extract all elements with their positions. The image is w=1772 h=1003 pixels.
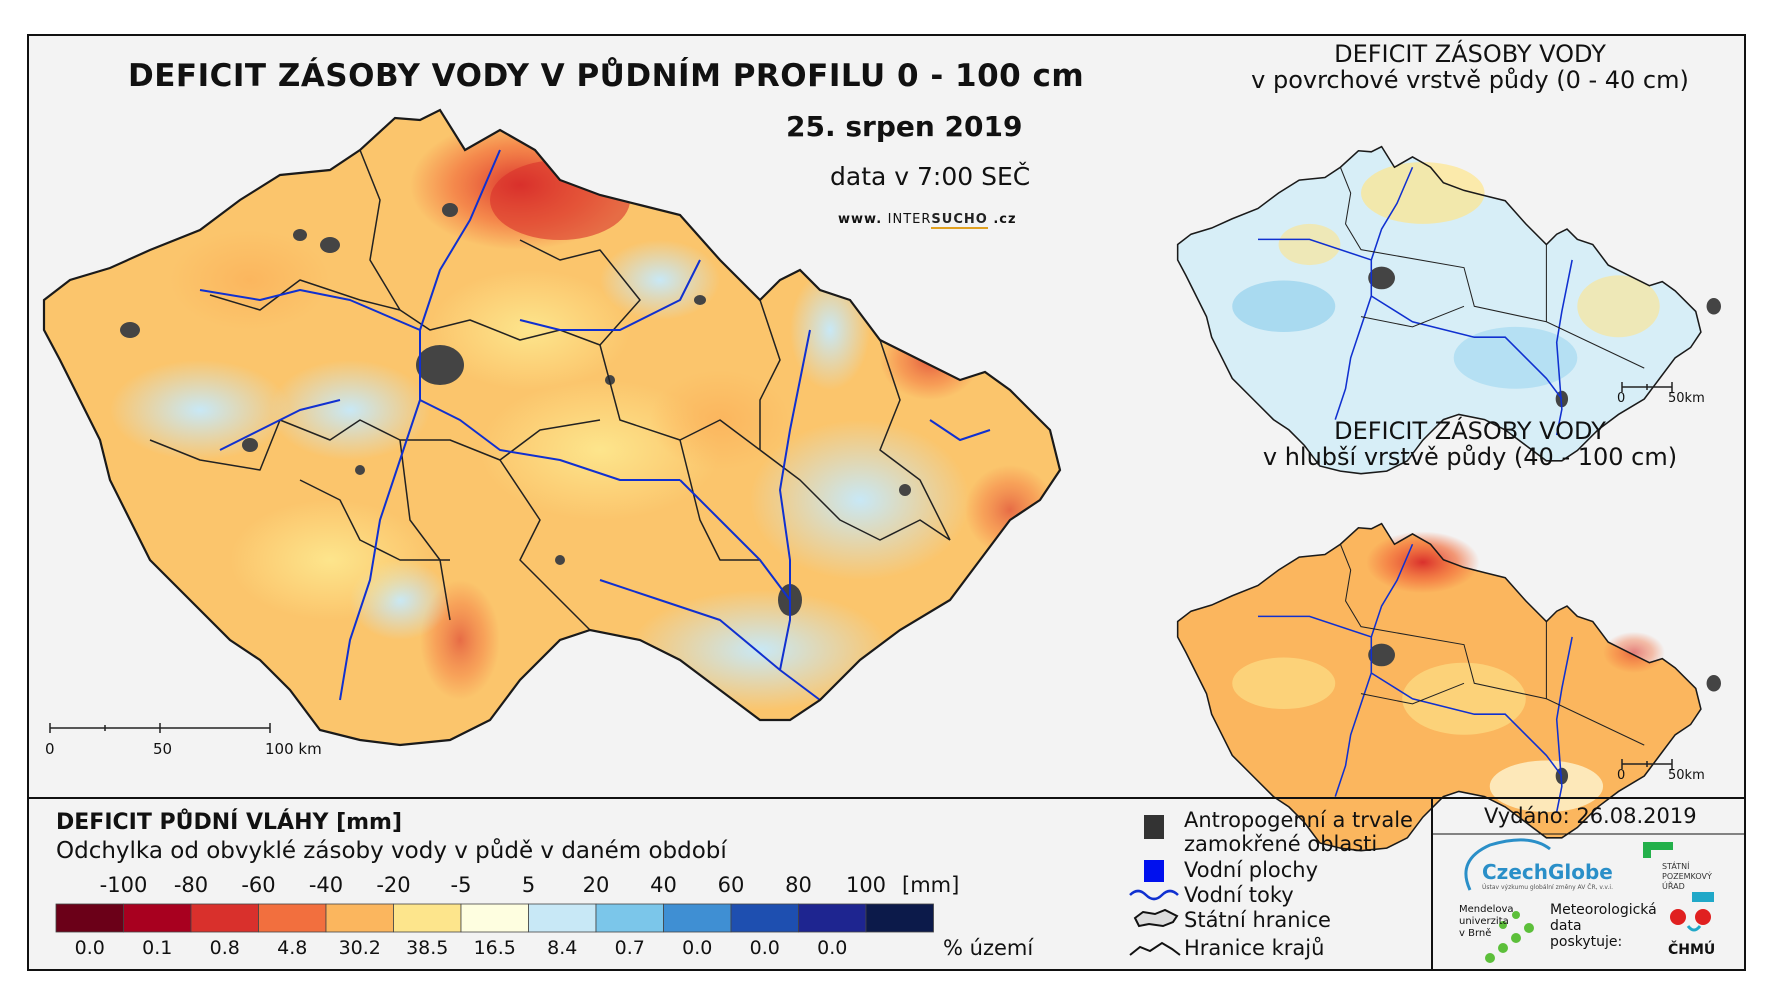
legend-threshold-6: 5 [521,873,536,897]
map-title: DEFICIT ZÁSOBY VODY V PŮDNÍM PROFILU 0 -… [128,58,1085,94]
spu-logo-mark [1643,842,1673,858]
map-date: 25. srpen 2019 [786,110,1023,143]
website-suffix: .cz [993,212,1017,227]
inset-top-scale-bar [1621,382,1673,392]
legend-swatch-1 [123,903,192,933]
legend-swatch-12 [865,903,934,933]
legend-threshold-0: -100 [99,873,148,897]
main-scale-bar [49,723,271,733]
inset-top-title-1: DEFICIT ZÁSOBY VODY [1334,40,1606,68]
inset-bottom-title-2: v hlubší vrstvě půdy (40 - 100 cm) [1262,443,1678,471]
inset-top-scale-0: 0 [1617,391,1626,406]
inset-top-title-2: v povrchové vrstvě půdy (0 - 40 cm) [1251,66,1689,94]
inset-bottom-scale-0: 0 [1617,768,1626,783]
mendel-logo-dots [1485,911,1534,963]
website-link[interactable]: www. INTERSUCHO .cz [838,212,1017,229]
legend-threshold-10: 80 [785,873,812,897]
legend-percent-11: 0.0 [817,937,848,959]
legend-unit: [mm] [902,873,960,897]
region-border-label: Hranice krajů [1184,936,1325,960]
state-border-label: Státní hranice [1184,908,1331,932]
main-map [42,108,1062,747]
legend-subheading: Odchylka od obvyklé zásoby vody v půdě v… [56,838,727,864]
legend-percent-unit: % území [943,936,1034,960]
legend-color-bar [55,903,934,933]
legend-threshold-7: 20 [582,873,610,897]
legend-swatch-10 [730,903,799,933]
legend-threshold-2: -60 [241,873,276,897]
legend-percent-7: 8.4 [547,937,578,959]
legend-percent-3: 4.8 [277,937,308,959]
legend-threshold-4: -20 [376,873,411,897]
mendel-logo-line2: univerzita [1459,916,1509,927]
inset-top-map [1176,145,1721,475]
meteo-line1: Meteorologická [1550,902,1657,918]
legend-swatch-0 [55,903,124,933]
issued-date: Vydáno: 26.08.2019 [1484,804,1697,828]
inset-bottom-scale-bar [1621,759,1673,769]
legend-percent-4: 30.2 [338,937,381,959]
legend-threshold-9: 60 [717,873,745,897]
legend-threshold-3: -40 [308,873,344,897]
urban-area-swatch [1144,815,1164,839]
spu-logo-line3: ÚŘAD [1662,882,1685,891]
main-scale-label-50: 50 [153,740,173,758]
chmu-logo-mark [1670,892,1714,932]
meteo-line2: data [1550,918,1582,934]
legend-heading: DEFICIT PŮDNÍ VLÁHY [mm] [56,810,403,835]
spu-logo-line1: STÁTNÍ [1662,862,1690,871]
legend-percent-5: 38.5 [406,937,449,959]
legend-swatch-4 [325,903,394,933]
border-symbol [1133,908,1179,928]
legend-swatch-6 [460,903,529,933]
chmu-logo-text: ČHMÚ [1668,942,1716,958]
main-scale-label-0: 0 [45,740,55,758]
website-prefix: www. [838,212,883,227]
czechglobe-logo-subtext: Ústav výzkumu globální změny AV ČR, v.v.… [1482,884,1613,891]
mendel-logo-line3: v Brně [1459,928,1492,939]
inset-bottom-scale-50: 50km [1668,768,1705,783]
urban-label-2: zamokřené oblasti [1184,832,1378,856]
data-time-note: data v 7:00 SEČ [830,162,1031,191]
mendel-logo-line1: Mendelova [1459,904,1514,915]
river-symbol [1129,889,1179,901]
legend-threshold-8: 40 [650,873,677,897]
legend-swatch-7 [528,903,597,933]
meteo-line3: poskytuje: [1550,934,1623,950]
legend-percent-1: 0.1 [142,937,173,959]
legend-threshold-5: -5 [450,873,472,897]
legend-swatch-11 [798,903,867,933]
legend-swatch-3 [258,903,327,933]
water-swatch [1144,860,1164,882]
region-border-symbol [1129,941,1181,956]
legend-percent-2: 0.8 [209,937,240,959]
legend-threshold-11: 100 [845,873,887,897]
legend-swatch-5 [393,903,462,933]
inset-bottom-map [1176,522,1721,852]
inset-bottom-title-1: DEFICIT ZÁSOBY VODY [1334,417,1606,445]
legend-percent-8: 0.7 [614,937,645,959]
czechglobe-logo-text: CzechGlobe [1482,860,1613,884]
website-name-a: INTER [887,212,932,227]
czechglobe-logo-arc [1464,838,1551,891]
legend-swatch-8 [595,903,664,933]
inset-top-scale-50: 50km [1668,391,1705,406]
legend-percent-6: 16.5 [473,937,516,959]
legend-threshold-1: -80 [173,873,209,897]
main-scale-label-100: 100 km [265,740,322,758]
legend-swatch-9 [663,903,732,933]
rivers-label: Vodní toky [1184,883,1294,907]
legend-percent-0: 0.0 [74,937,105,959]
water-label: Vodní plochy [1184,858,1319,882]
urban-label-1: Antropogenní a trvale [1184,808,1413,832]
legend-percent-9: 0.0 [682,937,713,959]
spu-logo-line2: POZEMKOVÝ [1662,872,1712,881]
legend-percent-10: 0.0 [749,937,780,959]
legend-swatch-2 [190,903,259,933]
website-name-b: SUCHO [931,212,988,229]
